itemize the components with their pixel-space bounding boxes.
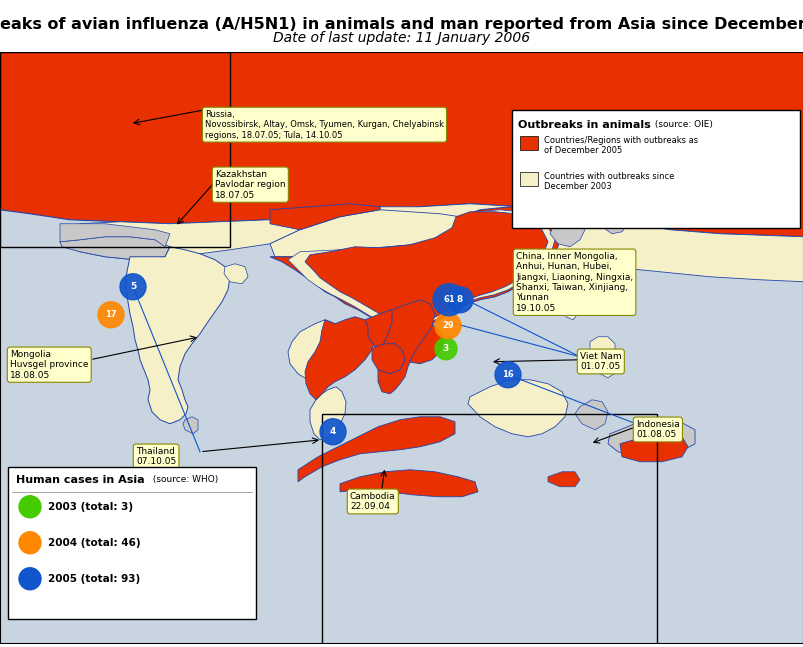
Polygon shape: [183, 417, 198, 433]
Polygon shape: [60, 224, 169, 247]
Circle shape: [19, 496, 41, 518]
Polygon shape: [224, 264, 247, 284]
Text: Mongolia
Huvsgel province
18.08.05: Mongolia Huvsgel province 18.08.05: [10, 350, 88, 380]
Text: Outbreaks in animals: Outbreaks in animals: [517, 120, 650, 130]
Polygon shape: [287, 210, 554, 330]
Text: Outbreaks of avian influenza (A/H5N1) in animals and man reported from Asia sinc: Outbreaks of avian influenza (A/H5N1) in…: [0, 17, 803, 32]
Text: Date of last update: 11 January 2006: Date of last update: 11 January 2006: [273, 31, 530, 45]
Text: China, Inner Mongolia,
Anhui, Hunan, Hubei,
Jiangxi, Liaoning, Ningxia,
Shanxi, : China, Inner Mongolia, Anhui, Hunan, Hub…: [516, 252, 632, 313]
Text: 5: 5: [130, 282, 136, 291]
Text: 17: 17: [105, 311, 116, 319]
Circle shape: [98, 302, 124, 328]
Polygon shape: [574, 400, 607, 430]
Bar: [520, 171, 537, 186]
Polygon shape: [310, 387, 345, 440]
Circle shape: [120, 274, 146, 300]
Text: (source: WHO): (source: WHO): [150, 475, 218, 484]
Bar: [512, 110, 799, 228]
Circle shape: [434, 338, 456, 360]
Circle shape: [446, 287, 472, 313]
Text: 29: 29: [442, 322, 453, 330]
Polygon shape: [270, 210, 459, 257]
Polygon shape: [60, 237, 169, 259]
Bar: [8, 466, 255, 619]
Text: 61: 61: [442, 295, 454, 304]
Polygon shape: [377, 300, 434, 394]
Text: (source: OIE): (source: OIE): [651, 120, 712, 129]
Polygon shape: [548, 472, 579, 487]
Circle shape: [19, 568, 41, 590]
Polygon shape: [619, 433, 687, 462]
Polygon shape: [372, 344, 405, 374]
Polygon shape: [597, 360, 613, 378]
Text: Human cases in Asia: Human cases in Asia: [16, 475, 145, 485]
Text: Kazakhstan
Pavlodar region
18.07.05: Kazakhstan Pavlodar region 18.07.05: [214, 170, 285, 199]
Polygon shape: [599, 210, 627, 234]
Circle shape: [19, 532, 41, 554]
Polygon shape: [298, 417, 454, 482]
Polygon shape: [304, 212, 548, 325]
Text: Cambodia
22.09.04: Cambodia 22.09.04: [349, 492, 395, 511]
Text: 2004 (total: 46): 2004 (total: 46): [48, 538, 141, 548]
Polygon shape: [126, 247, 230, 424]
Polygon shape: [270, 204, 803, 281]
Polygon shape: [549, 217, 585, 247]
Polygon shape: [587, 192, 622, 220]
Text: 3: 3: [442, 344, 449, 353]
Text: 16: 16: [502, 370, 513, 379]
Polygon shape: [270, 207, 560, 332]
Polygon shape: [607, 420, 694, 457]
Polygon shape: [467, 380, 567, 437]
Polygon shape: [60, 220, 300, 259]
Text: Indonesia
01.08.05: Indonesia 01.08.05: [635, 420, 679, 439]
Text: Viet Nam
01.07.05: Viet Nam 01.07.05: [579, 352, 621, 371]
Text: 8: 8: [456, 295, 463, 304]
Polygon shape: [270, 204, 380, 230]
Circle shape: [320, 419, 345, 444]
Circle shape: [434, 313, 460, 339]
Circle shape: [433, 284, 464, 316]
Text: Countries/Regions with outbreaks as
of December 2005: Countries/Regions with outbreaks as of D…: [544, 136, 697, 155]
Bar: [0, 52, 230, 247]
Circle shape: [495, 362, 520, 388]
Bar: [520, 136, 537, 149]
Text: 4: 4: [329, 427, 336, 436]
Text: Russia,
Novossibirsk, Altay, Omsk, Tyumen, Kurgan, Chelyabinsk
regions, 18.07.05: Russia, Novossibirsk, Altay, Omsk, Tyume…: [205, 110, 443, 140]
Text: 2003 (total: 3): 2003 (total: 3): [48, 502, 133, 512]
Polygon shape: [340, 470, 478, 497]
Bar: [321, 414, 656, 644]
Text: Countries with outbreaks since
December 2003: Countries with outbreaks since December …: [544, 171, 674, 191]
Polygon shape: [287, 320, 340, 380]
Text: 2005 (total: 93): 2005 (total: 93): [48, 574, 140, 584]
Polygon shape: [374, 324, 444, 364]
Polygon shape: [589, 336, 614, 364]
Polygon shape: [365, 310, 405, 350]
Polygon shape: [0, 52, 803, 237]
Polygon shape: [565, 302, 577, 320]
Text: Thailand
07.10.05: Thailand 07.10.05: [136, 447, 176, 466]
Polygon shape: [304, 317, 374, 400]
